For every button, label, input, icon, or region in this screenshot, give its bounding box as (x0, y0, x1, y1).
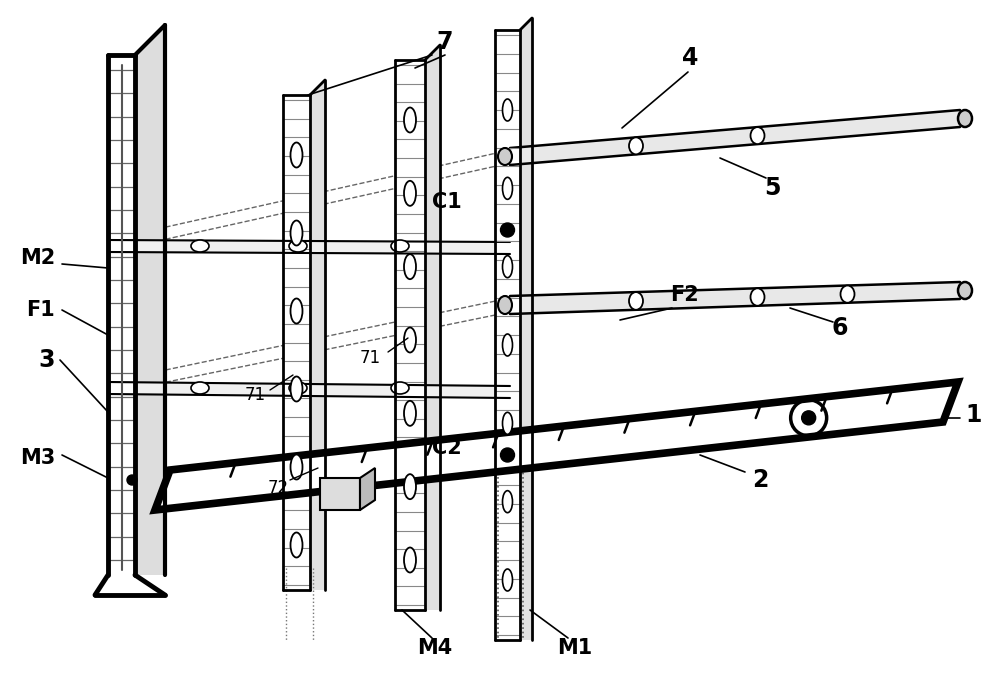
Polygon shape (108, 55, 135, 575)
Ellipse shape (629, 292, 643, 310)
Ellipse shape (958, 282, 972, 299)
Text: 4: 4 (682, 46, 698, 70)
Ellipse shape (404, 474, 416, 499)
Polygon shape (155, 382, 958, 510)
Ellipse shape (404, 548, 416, 572)
Ellipse shape (290, 533, 302, 557)
Ellipse shape (840, 285, 854, 303)
Ellipse shape (289, 240, 307, 252)
Ellipse shape (503, 255, 512, 278)
Text: M2: M2 (20, 248, 55, 268)
Circle shape (501, 448, 514, 462)
Polygon shape (108, 240, 510, 254)
Ellipse shape (503, 334, 512, 356)
Polygon shape (135, 25, 165, 575)
Text: C2: C2 (432, 438, 462, 458)
Text: M1: M1 (557, 638, 593, 658)
Ellipse shape (191, 382, 209, 394)
Polygon shape (283, 95, 310, 590)
Ellipse shape (290, 221, 302, 245)
Polygon shape (310, 80, 325, 590)
Ellipse shape (391, 240, 409, 252)
Text: 71: 71 (359, 349, 381, 367)
Polygon shape (510, 110, 960, 165)
Polygon shape (108, 382, 510, 398)
Circle shape (802, 411, 816, 425)
Ellipse shape (629, 137, 643, 154)
Ellipse shape (391, 382, 409, 394)
Ellipse shape (290, 454, 302, 479)
Ellipse shape (404, 107, 416, 133)
Text: 71: 71 (244, 386, 266, 404)
Ellipse shape (404, 401, 416, 426)
Ellipse shape (503, 178, 512, 199)
Ellipse shape (404, 181, 416, 206)
Circle shape (501, 223, 514, 237)
Polygon shape (155, 382, 958, 510)
Ellipse shape (750, 127, 765, 144)
Text: F2: F2 (671, 285, 699, 305)
Ellipse shape (498, 148, 512, 165)
Polygon shape (395, 60, 425, 610)
Polygon shape (495, 30, 520, 640)
Ellipse shape (503, 99, 512, 121)
Text: M4: M4 (417, 638, 453, 658)
Ellipse shape (503, 490, 512, 513)
Ellipse shape (289, 382, 307, 394)
Text: 3: 3 (38, 348, 55, 372)
Polygon shape (360, 468, 375, 510)
Ellipse shape (404, 328, 416, 352)
Text: 72: 72 (267, 479, 289, 497)
Ellipse shape (498, 296, 512, 314)
Ellipse shape (191, 240, 209, 252)
Ellipse shape (750, 288, 765, 306)
Text: 5: 5 (764, 176, 780, 200)
Ellipse shape (958, 110, 972, 127)
Ellipse shape (290, 376, 302, 402)
Ellipse shape (290, 298, 302, 324)
Ellipse shape (503, 569, 512, 591)
Text: 1: 1 (965, 403, 981, 427)
Text: 6: 6 (832, 316, 848, 340)
Ellipse shape (503, 413, 512, 434)
Polygon shape (425, 45, 440, 610)
Polygon shape (520, 18, 532, 640)
Text: 2: 2 (752, 468, 768, 492)
Text: F1: F1 (26, 300, 55, 320)
Circle shape (127, 475, 137, 485)
Polygon shape (510, 282, 960, 314)
Ellipse shape (404, 254, 416, 279)
Text: M3: M3 (20, 448, 55, 468)
Text: 7: 7 (437, 30, 453, 54)
Text: C1: C1 (432, 192, 462, 212)
Polygon shape (320, 478, 360, 510)
Ellipse shape (290, 143, 302, 167)
